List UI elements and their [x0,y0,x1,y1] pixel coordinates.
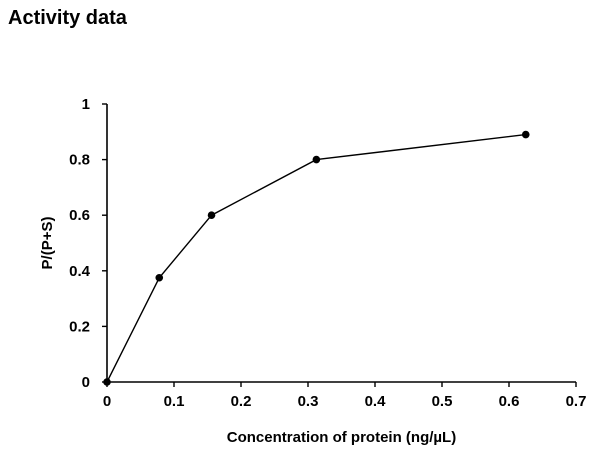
x-tick-label: 0.5 [432,393,453,410]
series-layer [103,130,530,386]
data-point [521,130,530,139]
x-tick-label: 0.4 [365,393,387,410]
x-tick-label: 0.6 [499,393,520,410]
x-tick-label: 0.2 [231,393,252,410]
series-line [106,133,526,383]
x-tick-label: 0.1 [164,393,185,410]
x-tick-label: 0.3 [298,393,319,410]
x-tick-label: 0.7 [566,393,587,410]
x-ticks: 0 0.1 0.2 0.3 0.4 0.5 0.6 0.7 [103,382,587,410]
x-tick-label: 0 [103,393,111,410]
axes [106,104,576,383]
page-title: Activity data [8,7,127,29]
y-tick-label: 0.2 [69,318,90,335]
y-tick-label: 0 [82,374,90,391]
data-point [207,211,216,219]
data-point [312,155,321,164]
y-ticks: 0 0.2 0.4 0.6 0.8 1 [69,96,107,391]
y-axis-title: P/(P+S) [39,217,56,270]
y-tick-label: 0.6 [69,207,90,224]
data-point [155,273,164,282]
y-tick-label: 0.4 [69,263,91,280]
y-tick-label: 0.8 [69,152,90,169]
data-point [103,378,111,386]
y-tick-label: 1 [82,96,90,113]
x-axis-title: Concentration of protein (ng/µL) [227,429,456,446]
